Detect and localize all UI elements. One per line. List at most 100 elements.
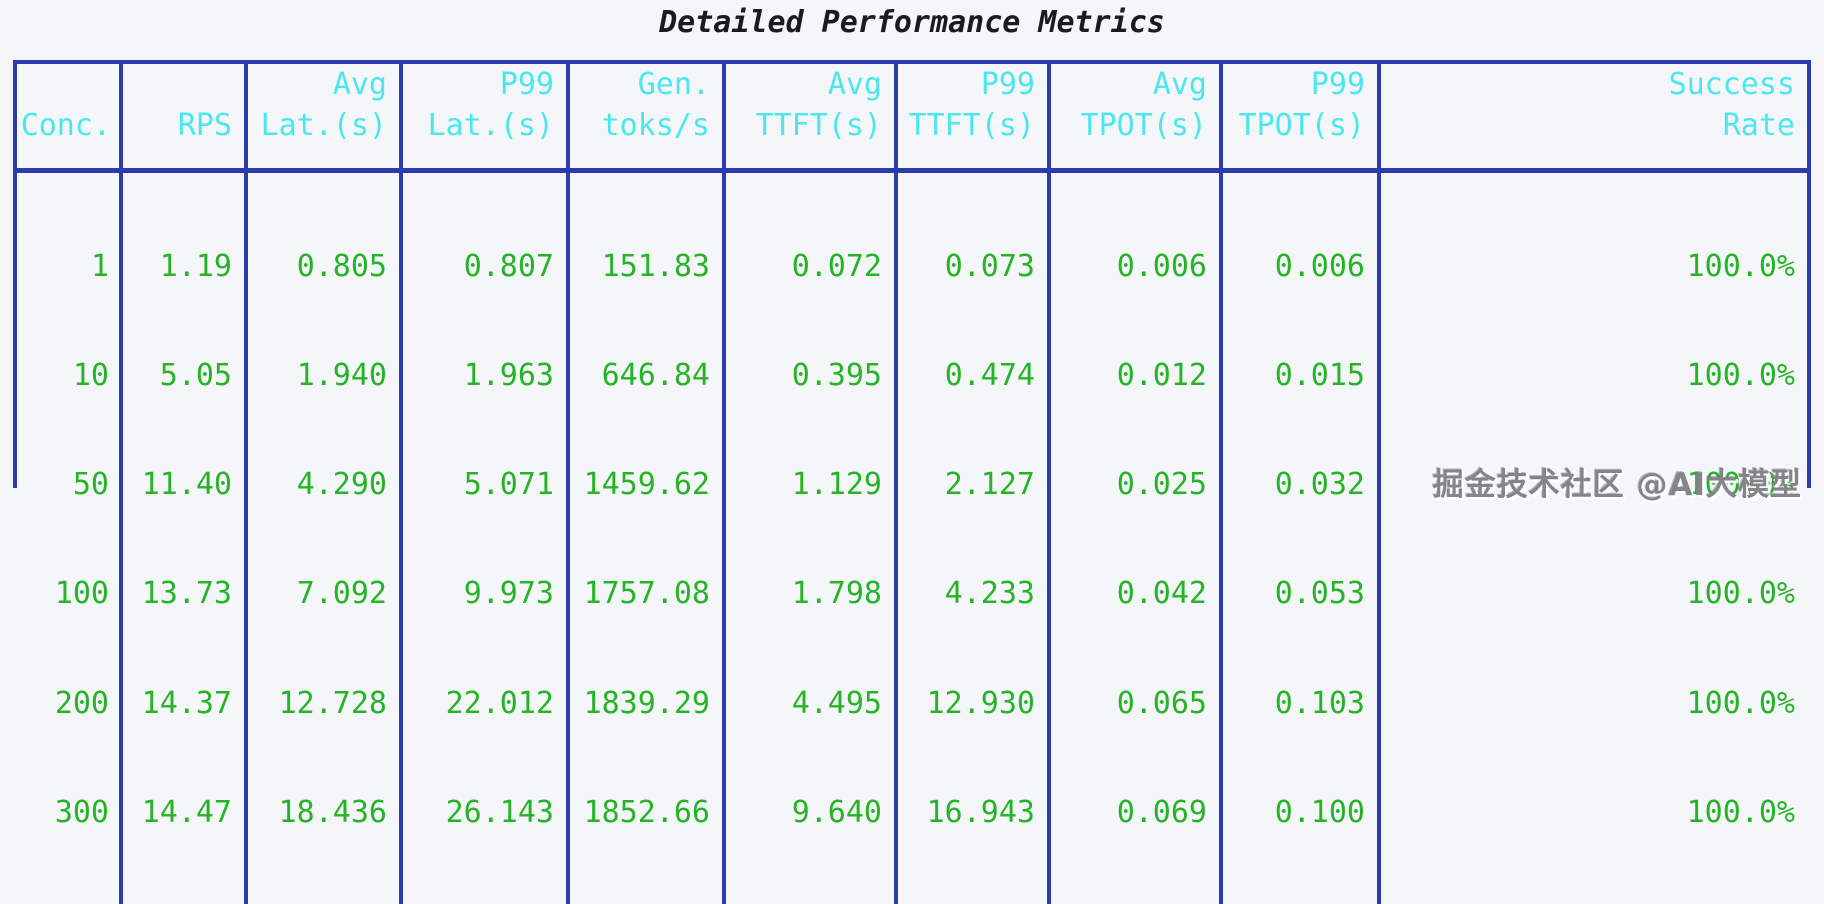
header-label: TTFT(s) — [755, 108, 882, 143]
header-cell-p99-ttft: P99 TTFT(s) — [898, 64, 1047, 168]
column-rps-values: 1.19 5.05 11.40 13.73 14.37 14.47 — [123, 173, 244, 904]
cell-value: 0.025 — [1116, 467, 1207, 503]
cell-value: 1.19 — [159, 248, 232, 284]
page-title: Detailed Performance Metrics — [659, 5, 1165, 40]
header-cell-conc: Conc. — [17, 64, 119, 168]
header-label: TPOT(s) — [1080, 108, 1207, 143]
cell-value: 22.012 — [445, 685, 554, 721]
cell-value: 12.728 — [278, 685, 387, 721]
column-success-rate-values: 100.0% 100.0% 100.0% 100.0% 100.0% 100.0… — [1381, 173, 1807, 904]
header-label: toks/s — [601, 108, 710, 143]
cell-value: 18.436 — [278, 794, 387, 830]
cell-value: 100.0% — [1686, 467, 1795, 503]
cell-value: 151.83 — [601, 248, 710, 284]
column-avg-tpot-values: 0.006 0.012 0.025 0.042 0.065 0.069 — [1051, 173, 1219, 904]
header-label: P99 — [499, 67, 554, 102]
column-avg-ttft-values: 0.072 0.395 1.129 1.798 4.495 9.640 — [726, 173, 894, 904]
cell-value: 5.071 — [463, 467, 554, 503]
cell-value: 0.073 — [944, 248, 1035, 284]
cell-value: 1839.29 — [583, 685, 710, 721]
cell-value: 100.0% — [1686, 248, 1795, 284]
cell-value: 0.395 — [791, 358, 882, 394]
cell-value: 100.0% — [1686, 576, 1795, 612]
column-p99-lat-values: 0.807 1.963 5.071 9.973 22.012 26.143 — [403, 173, 566, 904]
header-label: Avg — [332, 67, 387, 102]
cell-value: 9.640 — [791, 794, 882, 830]
header-cell-p99-tpot: P99 TPOT(s) — [1223, 64, 1377, 168]
cell-value: 0.072 — [791, 248, 882, 284]
header-label: TPOT(s) — [1238, 108, 1365, 143]
header-label: Success — [1668, 67, 1795, 102]
cell-value: 100.0% — [1686, 358, 1795, 394]
cell-value: 5.05 — [159, 358, 232, 394]
cell-value: 0.006 — [1274, 248, 1365, 284]
performance-metrics-table: Conc. RPS Avg Lat.(s) P99 Lat.(s) Gen. toks… — [13, 60, 1811, 904]
header-label: P99 — [1310, 67, 1365, 102]
column-conc-values: 1 10 50 100 200 300 — [17, 173, 119, 904]
cell-value: 12.930 — [926, 685, 1035, 721]
cell-value: 0.069 — [1116, 794, 1207, 830]
cell-value: 14.37 — [141, 685, 232, 721]
cell-value: 0.807 — [463, 248, 554, 284]
cell-value: 10 — [72, 358, 109, 394]
cell-value: 4.495 — [791, 685, 882, 721]
cell-value: 50 — [72, 467, 109, 503]
cell-value: 1757.08 — [583, 576, 710, 612]
cell-value: 200 — [54, 685, 109, 721]
cell-value: 1459.62 — [583, 467, 710, 503]
header-label: Lat.(s) — [260, 108, 387, 143]
table-body: 1 10 50 100 200 300 1.19 5.05 11.40 13.7… — [17, 173, 1807, 904]
cell-value: 1 — [90, 248, 109, 284]
cell-value: 1.129 — [791, 467, 882, 503]
header-cell-rps: RPS — [123, 64, 244, 168]
header-cell-success-rate: Success Rate — [1381, 64, 1807, 168]
cell-value: 646.84 — [601, 358, 710, 394]
cell-value: 100 — [54, 576, 109, 612]
cell-value: 0.053 — [1274, 576, 1365, 612]
header-label: Gen. — [637, 67, 710, 102]
header-label: TTFT(s) — [908, 108, 1035, 143]
cell-value: 0.012 — [1116, 358, 1207, 394]
cell-value: 2.127 — [944, 467, 1035, 503]
watermark: 掘金技术社区 @AI大模型 — [1432, 467, 1802, 503]
cell-value: 1.963 — [463, 358, 554, 394]
cell-value: 14.47 — [141, 794, 232, 830]
header-cell-avg-lat: Avg Lat.(s) — [248, 64, 399, 168]
header-cell-p99-lat: P99 Lat.(s) — [403, 64, 566, 168]
cell-value: 4.290 — [296, 467, 387, 503]
header-label: Avg — [1152, 67, 1207, 102]
column-p99-tpot-values: 0.006 0.015 0.032 0.053 0.103 0.100 — [1223, 173, 1377, 904]
cell-value: 0.100 — [1274, 794, 1365, 830]
cell-value: 13.73 — [141, 576, 232, 612]
cell-value: 0.065 — [1116, 685, 1207, 721]
header-label: Lat.(s) — [427, 108, 554, 143]
cell-value: 0.015 — [1274, 358, 1365, 394]
cell-value: 9.973 — [463, 576, 554, 612]
column-avg-lat-values: 0.805 1.940 4.290 7.092 12.728 18.436 — [248, 173, 399, 904]
cell-value: 1.940 — [296, 358, 387, 394]
cell-value: 0.006 — [1116, 248, 1207, 284]
cell-value: 11.40 — [141, 467, 232, 503]
header-label: Conc. — [20, 108, 111, 143]
cell-value: 0.474 — [944, 358, 1035, 394]
cell-value: 100.0% — [1686, 685, 1795, 721]
column-p99-ttft-values: 0.073 0.474 2.127 4.233 12.930 16.943 — [898, 173, 1047, 904]
cell-value: 0.032 — [1274, 467, 1365, 503]
header-cell-gen-toks: Gen. toks/s — [570, 64, 722, 168]
cell-value: 0.042 — [1116, 576, 1207, 612]
cell-value: 300 — [54, 794, 109, 830]
cell-value: 1.798 — [791, 576, 882, 612]
header-cell-avg-tpot: Avg TPOT(s) — [1051, 64, 1219, 168]
cell-value: 7.092 — [296, 576, 387, 612]
cell-value: 100.0% — [1686, 794, 1795, 830]
header-label: RPS — [177, 108, 232, 143]
header-label: P99 — [980, 67, 1035, 102]
cell-value: 1852.66 — [583, 794, 710, 830]
cell-value: 0.103 — [1274, 685, 1365, 721]
header-label: Avg — [827, 67, 882, 102]
column-gen-toks-values: 151.83 646.84 1459.62 1757.08 1839.29 18… — [570, 173, 722, 904]
header-cell-avg-ttft: Avg TTFT(s) — [726, 64, 894, 168]
cell-value: 26.143 — [445, 794, 554, 830]
cell-value: 16.943 — [926, 794, 1035, 830]
header-label: Rate — [1722, 108, 1795, 143]
